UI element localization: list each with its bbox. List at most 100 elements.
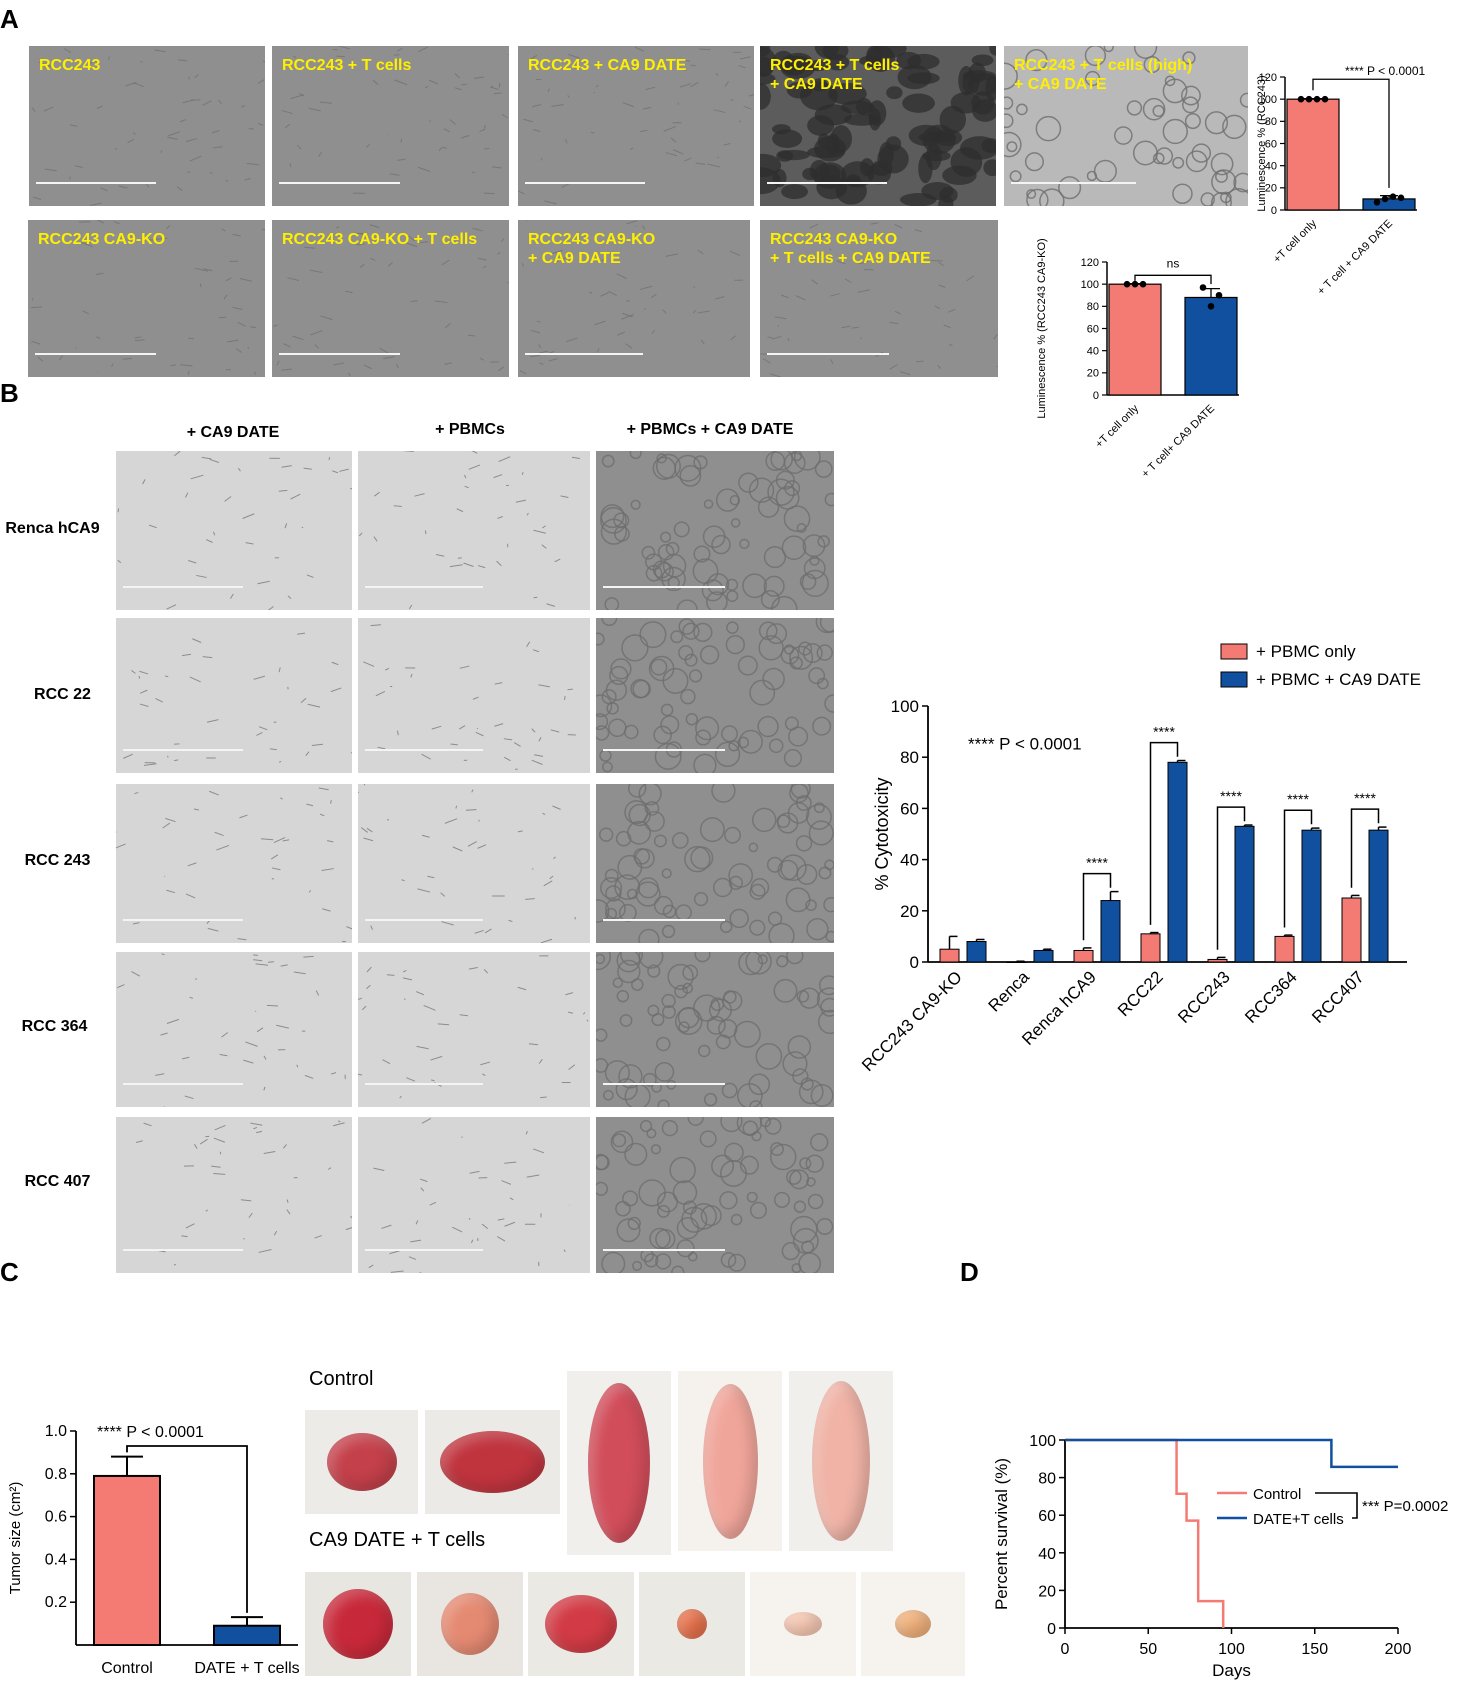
micrograph-a-row2-4: RCC243 CA9-KO + T cells + CA9 DATE [760,220,998,377]
tumor-blob [588,1383,650,1543]
y-tick-label: 60 [1265,138,1277,150]
scale-bar [123,1249,244,1252]
x-tick-label: RCC364 [1241,967,1301,1027]
micrograph-b-r4-c2 [358,952,590,1107]
chart-luminescence-rcc243-ca9ko: 0 20 40 60 80 100 120 +T cell only+ T cell+ CA9… [1036,238,1239,481]
x-tick-label: 0 [1061,1641,1070,1658]
y-tick-label: 100 [1029,1433,1056,1450]
scale-bar [524,353,644,356]
bar-pbmc-ca9-date-1 [966,941,987,963]
scale-bar [364,749,484,752]
control-tumor-photo-3 [567,1371,671,1555]
tumor-blob [895,1610,931,1638]
image-label: RCC243 CA9-KO + T cells [282,231,478,248]
micrograph-a-row1-3: RCC243 + CA9 DATE [518,46,754,206]
data-point [1381,195,1389,203]
legend-swatch [1220,671,1248,688]
image-label: RCC243 CA9-KO + T cells + CA9 DATE [770,231,931,267]
micrograph-b-r4-c1 [116,952,352,1107]
tumor-blob [677,1609,707,1639]
data-point [1313,95,1321,103]
x-tick-label: +T cell only [1093,402,1141,450]
y-tick-label: 0 [910,953,919,972]
micrograph-a-row1-2: RCC243 + T cells [272,46,509,206]
data-point [1123,280,1131,288]
x-tick-label: + T cell + CA9 DATE [1315,218,1395,298]
scale-bar [603,1249,725,1252]
scale-bar [603,749,725,752]
survival-curve-date-t-cells [1065,1438,1398,1469]
treated-tumor-photo-6 [861,1572,965,1676]
y-tick-label: 120 [1259,72,1277,84]
image-label: RCC243 + CA9 DATE [528,57,687,74]
control-tumor-photo-4 [678,1371,782,1551]
significance-label: **** [1220,788,1242,804]
y-tick-label: 20 [1265,183,1277,195]
bar-pbmc-ca9-date-7 [1368,829,1389,963]
column-label-pbmcs: + PBMCs [435,421,505,438]
legend-label: + PBMC only [1256,642,1356,661]
control-tumor-photo-5 [789,1371,893,1551]
y-axis-label: Tumor size (cm²) [7,1482,24,1595]
bar-pbmc-only-3 [1073,949,1094,963]
y-tick-label: 0 [1271,205,1277,217]
legend-label: DATE+T cells [1253,1511,1344,1528]
image-label: RCC243 + T cells + CA9 DATE [770,57,900,93]
y-tick-label: 40 [1038,1546,1056,1563]
tumor-blob [323,1589,393,1659]
micrograph-b-r2-c1 [116,618,352,773]
y-tick-label: 100 [1259,94,1277,106]
tumor-blob [784,1612,822,1636]
y-tick-label: 20 [1087,368,1099,380]
x-tick-label: + T cell+ CA9 DATE [1139,403,1217,481]
scale-bar [603,585,725,588]
bar-1 [1108,283,1162,396]
scale-bar [123,1083,244,1086]
treated-tumor-photo-3 [528,1572,634,1676]
chart-survival: 0 20 40 60 80 100 0 50 100 150 200 Control DATE+T ce… [992,1433,1448,1680]
micrograph-a-row1-4: RCC243 + T cells + CA9 DATE [760,46,996,206]
data-point [1199,284,1207,291]
y-tick-label: 0 [1047,1621,1056,1638]
y-tick-label: 80 [1038,1471,1056,1488]
bar-pbmc-only-1 [939,948,960,963]
treated-tumor-photo-5 [750,1572,856,1676]
tumor-blob [441,1593,499,1655]
scale-bar [525,181,646,184]
significance-bracket [1149,741,1179,925]
row-label-rcc407: RCC 407 [24,1173,91,1190]
y-tick-label: 40 [1087,346,1099,358]
micrograph-b-r1-c1 [116,451,352,610]
micrograph-a-row2-2: RCC243 CA9-KO + T cells [272,220,509,377]
y-tick-label: 100 [891,697,919,716]
tumor-blob [326,1433,397,1491]
significance-label: *** P=0.0002 [1362,1498,1448,1515]
significance-bracket [1283,809,1313,928]
legend-label: + PBMC + CA9 DATE [1256,670,1421,689]
micrograph-a-row1-5: RCC243 + T cells (high) + CA9 DATE [1004,46,1248,206]
significance-label: **** [1287,791,1309,807]
row-label-rcc22: RCC 22 [34,686,91,703]
scale-bar [123,749,244,752]
micrograph-a-row1-1: RCC243 [29,46,265,206]
y-tick-label: 20 [900,902,919,921]
data-point [1297,95,1305,103]
legend-swatch [1220,643,1248,660]
survival-curve-control [1065,1438,1225,1628]
treated-tumor-photo-4 [639,1572,745,1676]
bar-pbmc-only-7 [1341,897,1362,963]
x-tick-label: 200 [1385,1641,1412,1658]
data-point [1321,95,1329,103]
scale-bar [1011,181,1136,184]
tumor-blob [545,1595,617,1653]
significance-note: **** P < 0.0001 [968,735,1082,754]
x-tick-label: 150 [1301,1641,1328,1658]
data-point [1139,280,1147,288]
bar-pbmc-only-4 [1140,933,1161,963]
control-tumor-photo-1 [305,1410,418,1514]
tumor-blob [702,1383,758,1539]
y-axis-label: Percent survival (%) [992,1458,1011,1610]
data-point [1397,194,1405,202]
y-tick-label: 80 [1087,301,1099,313]
significance-bracket [1216,806,1246,950]
